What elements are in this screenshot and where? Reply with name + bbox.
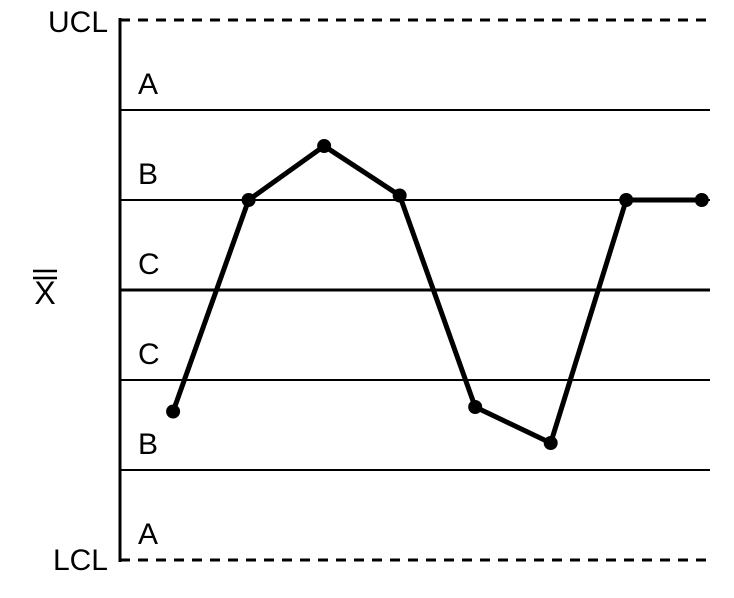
series-marker [318,140,331,153]
zone-label-b-lower: B [138,428,158,461]
zone-label-a-upper: A [138,68,158,101]
zone-label-c-lower: C [138,338,160,371]
chart-bg [0,0,734,598]
series-marker [167,405,180,418]
series-marker [393,189,406,202]
zone-label-b-upper: B [138,158,158,191]
zone-label-c-upper: C [138,248,160,281]
center-label: X [34,275,55,311]
series-marker [695,194,708,207]
control-chart-svg: A B C C B A UCL LCL X [0,0,734,598]
series-marker [469,401,482,414]
zone-label-a-lower: A [138,518,158,551]
series-marker [242,194,255,207]
series-marker [620,194,633,207]
control-chart: A B C C B A UCL LCL X [0,0,734,598]
ucl-label: UCL [48,6,108,39]
lcl-label: LCL [53,544,108,577]
series-marker [544,437,557,450]
